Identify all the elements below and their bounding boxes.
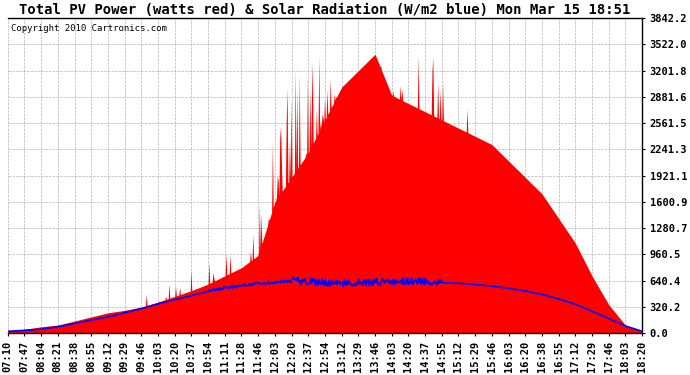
Title: Total PV Power (watts red) & Solar Radiation (W/m2 blue) Mon Mar 15 18:51: Total PV Power (watts red) & Solar Radia… bbox=[19, 3, 631, 17]
Text: Copyright 2010 Cartronics.com: Copyright 2010 Cartronics.com bbox=[11, 24, 167, 33]
